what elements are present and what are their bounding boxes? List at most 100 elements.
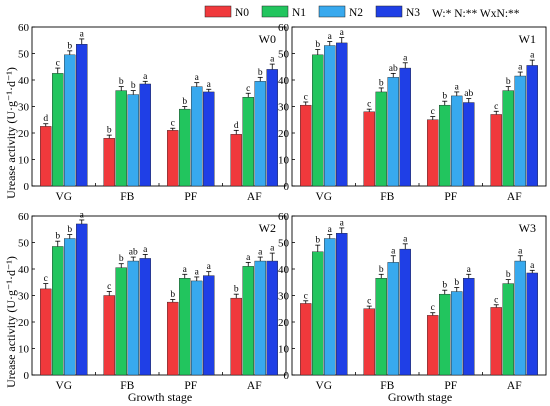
panel-w1-bar-pf-n2	[451, 95, 463, 187]
panel-w0-significance-letter: d	[43, 114, 48, 124]
panel-w2-significance-letter: a	[207, 262, 212, 272]
panel-w3-bar-af-n1	[502, 283, 514, 376]
panel-w2-bar-fb-n1	[115, 267, 127, 376]
panel-w0-significance-letter: b	[107, 126, 112, 136]
panel-w2-significance-letter: a	[270, 244, 275, 254]
panel-w1-bar-af-n0	[490, 114, 502, 187]
panel-w3-bar-fb-n0	[363, 308, 375, 376]
panel-w0-title: W0	[259, 32, 276, 46]
panel-w2-significance-letter: c	[107, 282, 111, 292]
panel-w3-xtick-label: VG	[315, 380, 332, 392]
legend-swatch-n1	[261, 5, 289, 18]
panel-w1-ytick-label: 60	[278, 22, 290, 34]
panel-w2-ytick-label: 30	[18, 290, 30, 302]
legend-label-n1: N1	[292, 7, 306, 19]
panel-w3-significance-letter: b	[454, 278, 459, 288]
panel-w2-bar-vg-n2	[64, 238, 76, 376]
panel-w2-significance-letter: a	[143, 245, 148, 255]
stats-significance-label: W:* N:** WxN:**	[432, 8, 520, 20]
panel-w3-significance-letter: b	[315, 236, 320, 246]
panel-w0-xtick-label: VG	[55, 191, 72, 203]
y-axis-label-bottom: Urease activity (U·g⁻¹·d⁻¹)	[4, 256, 18, 388]
panel-w1-bar-vg-n1	[312, 54, 324, 187]
panel-w1-bar-vg-n3	[336, 42, 348, 187]
panel-w3-significance-letter: a	[530, 261, 535, 271]
panel-w1-significance-letter: ab	[389, 64, 398, 74]
panel-w1-significance-letter: b	[315, 40, 320, 50]
panel-w1-bar-pf-n3	[463, 102, 475, 187]
panel-w0-bar-fb-n3	[139, 83, 151, 187]
panel-w1-bar-af-n1	[502, 90, 514, 187]
panel-w1-bar-pf-n1	[439, 104, 451, 187]
panel-w0-ytick-label: 30	[18, 101, 30, 113]
panel-w1-ytick-label: 40	[278, 75, 290, 87]
panel-w2-ytick-label: 20	[18, 317, 30, 329]
panel-w3-ytick-label: 10	[278, 343, 290, 355]
panel-w2-significance-letter: a	[195, 267, 200, 277]
panel-w0-significance-letter: b	[67, 41, 72, 51]
panel-w3-bar-af-n3	[526, 272, 538, 376]
panel-w3-significance-letter: b	[506, 270, 511, 280]
panel-w0-significance-letter: a	[270, 55, 275, 65]
panel-w1-bar-pf-n0	[427, 119, 439, 187]
panel-w1-bar-fb-n2	[387, 77, 399, 187]
legend-swatch-n3	[375, 5, 403, 18]
panel-w2-bar-pf-n2	[191, 280, 203, 376]
panel-w0-ytick-label: 50	[18, 48, 30, 60]
panel-w0-significance-letter: b	[119, 77, 124, 87]
panel-w1-significance-letter: c	[431, 107, 435, 117]
panel-w2-significance-letter: ab	[129, 248, 138, 258]
panel-w1-bar-af-n3	[526, 65, 538, 187]
panel-w0-significance-letter: c	[56, 59, 60, 69]
panel-w2-xtick-label: FB	[120, 380, 134, 392]
panel-w1-xtick-label: VG	[315, 191, 332, 203]
panel-w0-bar-vg-n1	[52, 73, 64, 187]
panel-w1-significance-letter: a	[518, 63, 523, 73]
panel-w3-bar-fb-n3	[399, 248, 411, 376]
panel-w2-bar-fb-n0	[103, 295, 115, 376]
panel-w3-significance-letter: c	[367, 297, 371, 307]
panel-w0-ytick-label: 40	[18, 75, 30, 87]
panel-w3-significance-letter: c	[304, 291, 308, 301]
legend-swatch-n0	[204, 5, 232, 18]
panel-w2-ytick-label: 40	[18, 264, 30, 276]
panel-w0-bar-af-n3	[266, 69, 278, 187]
panel-w3-title: W3	[519, 221, 536, 235]
panel-w2-bar-fb-n3	[139, 258, 151, 376]
panel-w0-bar-pf-n1	[179, 108, 191, 187]
panel-w0-significance-letter: b	[182, 97, 187, 107]
panel-w0-ytick-label: 60	[18, 22, 30, 34]
panel-w3-xtick-label: PF	[444, 380, 457, 392]
panel-w3-xtick-label: AF	[507, 380, 522, 392]
legend-label-n0: N0	[235, 7, 249, 19]
panel-w0-bar-pf-n3	[203, 91, 215, 187]
panel-w1-bar-vg-n0	[300, 104, 312, 187]
panel-w2-significance-letter: c	[44, 274, 48, 284]
panel-w0-significance-letter: a	[195, 73, 200, 83]
panel-w0-bar-fb-n1	[115, 90, 127, 187]
panel-w2-bar-pf-n1	[179, 278, 191, 376]
panel-w0-significance-letter: a	[80, 29, 85, 39]
panel-w3-ytick-label: 20	[278, 317, 290, 329]
panel-w2-bar-vg-n1	[52, 246, 64, 376]
panel-w1-significance-letter: c	[304, 92, 308, 102]
x-axis-label-left: Growth stage	[128, 390, 192, 404]
panel-w0-xtick-label: PF	[184, 191, 197, 203]
panel-w2-significance-letter: b	[55, 232, 60, 242]
panel-w1-ytick-label: 0	[284, 181, 290, 193]
panel-w2-xtick-label: PF	[184, 380, 197, 392]
y-axis-label-top: Urease activity (U·g⁻¹·d⁻¹)	[4, 67, 18, 199]
panel-w1-ytick-label: 10	[278, 154, 290, 166]
panel-w3-significance-letter: b	[379, 265, 384, 275]
panel-w3-bar-vg-n3	[336, 233, 348, 376]
panel-w3-ytick-label: 30	[278, 290, 290, 302]
panel-w1-bar-af-n2	[514, 75, 526, 187]
panel-w1-significance-letter: a	[530, 51, 535, 61]
panel-w2-bar-fb-n2	[127, 260, 139, 376]
panel-w0-ytick-label: 20	[18, 128, 30, 140]
panel-w1-significance-letter: a	[328, 32, 333, 42]
panel-w1-significance-letter: c	[494, 102, 498, 112]
